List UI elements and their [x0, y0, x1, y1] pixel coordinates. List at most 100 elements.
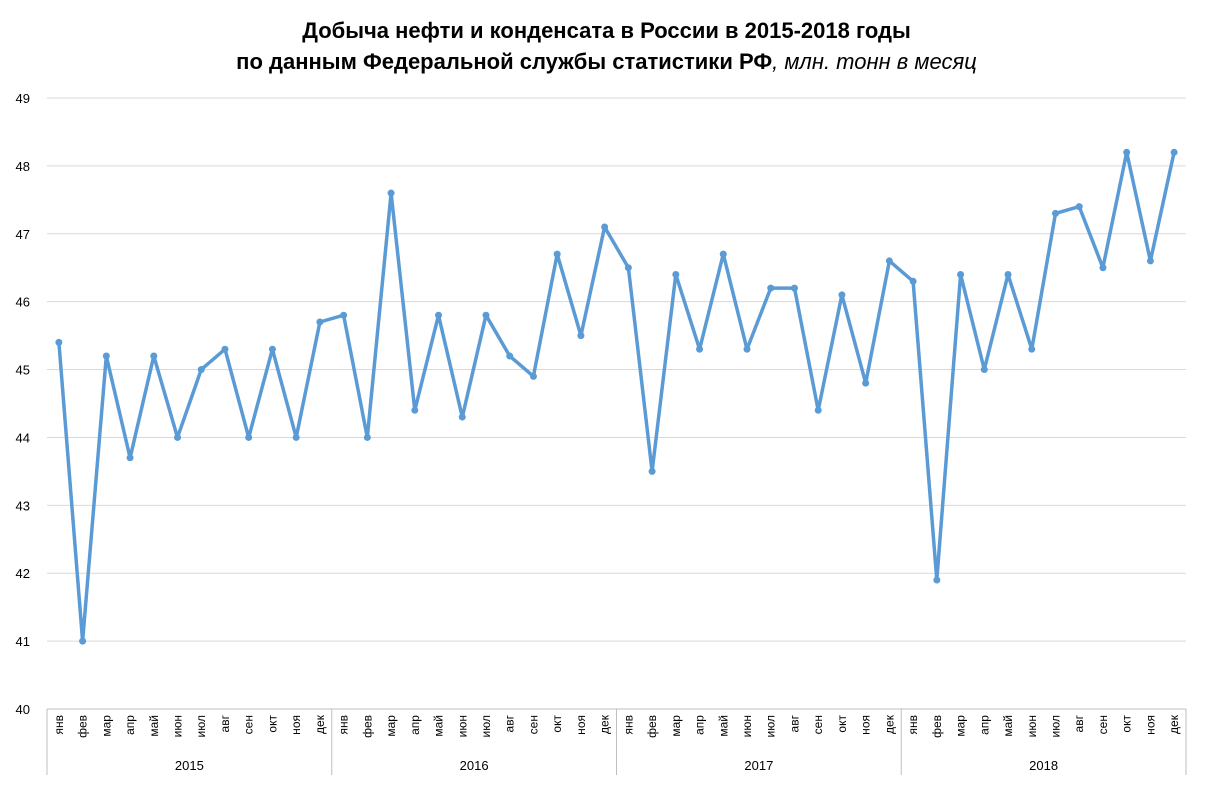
x-tick-label-month: янв: [621, 715, 635, 735]
x-tick-label-month: авг: [218, 714, 232, 732]
y-axis-ticks: 40 41 42 43 44 45 46 47 48 49: [16, 91, 30, 717]
data-point: [933, 577, 940, 584]
data-point: [340, 312, 347, 319]
x-tick-label-month: апр: [693, 715, 707, 735]
data-point: [435, 312, 442, 319]
data-point: [1005, 271, 1012, 278]
y-tick-label: 46: [16, 295, 30, 310]
x-tick-label-month: окт: [1120, 715, 1134, 733]
x-tick-label-month: авг: [787, 714, 801, 732]
x-tick-label-month: ноя: [859, 715, 873, 735]
y-tick-label: 44: [16, 430, 30, 445]
x-tick-label-month: ноя: [289, 715, 303, 735]
data-point: [910, 278, 917, 285]
x-tick-label-year: 2015: [175, 758, 204, 773]
data-point: [815, 407, 822, 414]
data-point: [411, 407, 418, 414]
data-point: [672, 271, 679, 278]
data-point: [1076, 203, 1083, 210]
x-tick-label-month: апр: [408, 715, 422, 735]
x-tick-label-month: мар: [99, 715, 113, 737]
x-axis: янв фев мар апр май июн июл авг сен окт ноя дек янв ф…: [47, 709, 1186, 775]
data-point: [150, 352, 157, 359]
x-tick-label-month: апр: [123, 715, 137, 735]
y-tick-label: 43: [16, 498, 30, 513]
series-line: [59, 152, 1174, 641]
data-point: [601, 223, 608, 230]
data-point: [127, 454, 134, 461]
data-point: [221, 346, 228, 353]
data-point: [55, 339, 62, 346]
x-tick-label-month: июл: [1048, 715, 1062, 737]
y-tick-label: 49: [16, 91, 30, 106]
data-point: [459, 414, 466, 421]
x-tick-label-month: июн: [455, 715, 469, 737]
data-point: [293, 434, 300, 441]
x-tick-label-month: сен: [811, 715, 825, 734]
data-point: [577, 332, 584, 339]
data-point: [1147, 257, 1154, 264]
x-tick-label-month: фев: [645, 715, 659, 738]
x-tick-label-month: июн: [740, 715, 754, 737]
x-tick-label-month: апр: [977, 715, 991, 735]
data-point: [198, 366, 205, 373]
y-tick-label: 42: [16, 566, 30, 581]
x-tick-label-month: дек: [1167, 714, 1181, 734]
x-tick-label-month: окт: [265, 715, 279, 733]
data-point: [886, 257, 893, 264]
data-point: [1123, 149, 1130, 156]
y-tick-label: 41: [16, 634, 30, 649]
x-tick-label-month: дек: [882, 714, 896, 734]
x-tick-label-month: июл: [764, 715, 778, 737]
x-tick-label-month: дек: [313, 714, 327, 734]
x-tick-label-month: мар: [384, 715, 398, 737]
data-point: [625, 264, 632, 271]
x-tick-label-month: июл: [194, 715, 208, 737]
x-tick-label-month: окт: [550, 715, 564, 733]
gridlines: [47, 98, 1186, 641]
x-tick-label-year: 2016: [460, 758, 489, 773]
x-tick-label-month: июн: [1025, 715, 1039, 737]
data-point: [316, 319, 323, 326]
x-tick-label-month: мар: [954, 715, 968, 737]
data-point: [649, 468, 656, 475]
y-tick-label: 40: [16, 702, 30, 717]
series-layer: [55, 149, 1177, 645]
x-tick-label-month: янв: [906, 715, 920, 735]
data-point: [1052, 210, 1059, 217]
data-point: [482, 312, 489, 319]
x-tick-label-month: янв: [337, 715, 351, 735]
data-point: [174, 434, 181, 441]
y-tick-label: 45: [16, 363, 30, 378]
x-tick-label-month: май: [147, 715, 161, 737]
x-tick-label-month: май: [1001, 715, 1015, 737]
data-point: [364, 434, 371, 441]
data-point: [530, 373, 537, 380]
data-point: [388, 190, 395, 197]
data-point: [1028, 346, 1035, 353]
data-point: [506, 352, 513, 359]
x-tick-label-month: сен: [242, 715, 256, 734]
x-tick-label-month: окт: [835, 715, 849, 733]
x-tick-label-month: авг: [503, 714, 517, 732]
x-tick-label-month: июн: [171, 715, 185, 737]
x-tick-label-month: фев: [930, 715, 944, 738]
data-point: [103, 352, 110, 359]
data-point: [1171, 149, 1178, 156]
data-point: [981, 366, 988, 373]
data-point: [269, 346, 276, 353]
data-point: [957, 271, 964, 278]
x-tick-label-month: авг: [1072, 714, 1086, 732]
data-point: [744, 346, 751, 353]
x-tick-label-month: мар: [669, 715, 683, 737]
x-tick-label-month: май: [716, 715, 730, 737]
x-tick-label-month: ноя: [574, 715, 588, 735]
x-tick-label-year: 2017: [744, 758, 773, 773]
data-point: [696, 346, 703, 353]
x-tick-label-month: дек: [598, 714, 612, 734]
x-tick-label-month: май: [432, 715, 446, 737]
x-tick-label-month: сен: [526, 715, 540, 734]
data-point: [245, 434, 252, 441]
x-tick-label-year: 2018: [1029, 758, 1058, 773]
